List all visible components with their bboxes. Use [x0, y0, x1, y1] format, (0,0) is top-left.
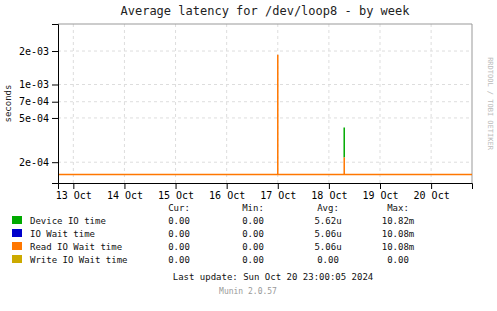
x-tick: 19 Oct [362, 183, 398, 201]
series-line [58, 55, 472, 175]
table-value: 10.08m [382, 229, 415, 239]
table-header: Cur: [168, 203, 190, 213]
table-header: Min: [242, 203, 264, 213]
x-tick-label: 19 Oct [362, 190, 398, 201]
table-header: Avg: [317, 203, 339, 213]
grid [58, 24, 472, 183]
y-tick-mark [52, 162, 58, 163]
x-tick: 14 Oct [107, 183, 143, 201]
table-value: 5.06u [314, 229, 341, 239]
grid-line-y [58, 117, 472, 118]
version-note: Munin 2.0.57 [219, 287, 277, 296]
title: Average latency for /dev/loop8 - by week [121, 4, 411, 18]
x-tick: 18 Oct [311, 183, 347, 201]
x-tick-label: 16 Oct [209, 190, 245, 201]
table-value: 0.00 [242, 229, 264, 239]
x-tick: 17 Oct [260, 183, 296, 201]
x-tick: 16 Oct [209, 183, 245, 201]
y-tick: 2e-04 [19, 157, 58, 168]
y-axis-title: seconds [3, 85, 13, 123]
table-value: 0.00 [387, 255, 409, 265]
y-axis: 2e-04 5e-04 7e-04 1e-03 2e-03 [19, 25, 59, 184]
x-tick: 15 Oct [158, 183, 194, 201]
y-tick-label: 5e-04 [19, 113, 49, 124]
table-value: 0.00 [317, 255, 339, 265]
x-tick-mark [380, 183, 381, 189]
grid-line-y [58, 162, 472, 163]
x-tick-label: 20 Oct [414, 190, 450, 201]
y-tick-label: 1e-03 [19, 79, 49, 90]
table-value: 0.00 [242, 216, 264, 226]
legend-swatch [12, 229, 22, 237]
grid-line-y [58, 84, 472, 85]
x-tick-mark [73, 183, 74, 189]
watermark: RRDTOOL / TOBI OETIKER [486, 57, 494, 151]
legend-label: Read IO Wait time [30, 242, 122, 252]
plot-frame [58, 24, 472, 183]
y-tick: 1e-03 [19, 79, 58, 90]
last-update: Last update: Sun Oct 20 23:00:05 2024 [173, 272, 373, 282]
y-tick: 2e-03 [19, 46, 58, 57]
grid-line-x [380, 24, 381, 183]
x-tick-label: 17 Oct [260, 190, 296, 201]
x-tick-mark [278, 183, 279, 189]
x-tick-label: 14 Oct [107, 190, 143, 201]
grid-line-x [226, 24, 227, 183]
x-tick-label: 13 Oct [56, 190, 92, 201]
grid-line-x [328, 24, 329, 183]
y-tick-label: 2e-03 [19, 46, 49, 57]
x-tick: 20 Oct [414, 183, 450, 201]
table-value: 0.00 [242, 255, 264, 265]
table-value: 0.00 [168, 216, 190, 226]
y-tick: 5e-04 [19, 113, 58, 124]
y-tick-mark [52, 102, 58, 103]
chart: Average latency for /dev/loop8 - by week… [0, 0, 497, 311]
grid-line-y [58, 101, 472, 102]
legend-swatch [12, 216, 22, 224]
legend-label: Write IO Wait time [30, 255, 128, 265]
x-tick-label: 15 Oct [158, 190, 194, 201]
x-tick-label: 18 Oct [311, 190, 347, 201]
x-tick-mark [431, 183, 432, 189]
series-group [58, 55, 472, 175]
x-axis-line [59, 184, 473, 190]
x-tick-mark [176, 183, 177, 189]
y-tick-label: 7e-04 [19, 96, 49, 107]
grid-line-x [124, 24, 125, 183]
table-value: 5.06u [314, 242, 341, 252]
legend: Cur: Min: Avg: Max: Device IO time 0.00 0.00 5.… [12, 203, 414, 265]
x-tick-mark [329, 183, 330, 189]
x-tick-mark [124, 183, 125, 189]
table-value: 0.00 [242, 242, 264, 252]
grid-line-x [431, 24, 432, 183]
table-value: 10.08m [382, 242, 415, 252]
table-value: 5.62u [314, 216, 341, 226]
y-tick-label: 2e-04 [19, 157, 49, 168]
y-tick-mark [52, 118, 58, 119]
table-value: 10.82m [382, 216, 415, 226]
legend-label: IO Wait time [30, 229, 95, 239]
legend-label: Device IO time [30, 216, 106, 226]
table-value: 0.00 [168, 229, 190, 239]
legend-swatch [12, 255, 22, 263]
table-value: 0.00 [168, 255, 190, 265]
table-header: Max: [387, 203, 409, 213]
grid-line-x [73, 24, 74, 183]
table-value: 0.00 [168, 242, 190, 252]
grid-line-y [58, 51, 472, 52]
y-tick: 7e-04 [19, 96, 58, 107]
y-axis-line [52, 25, 59, 184]
x-tick-mark [227, 183, 228, 189]
y-tick-mark [52, 84, 58, 85]
legend-swatch [12, 242, 22, 250]
x-axis: 13 Oct 14 Oct 15 Oct 16 Oct 17 Oct 18 Oct 19 O… [56, 183, 473, 201]
x-tick: 13 Oct [56, 183, 92, 201]
y-tick-mark [52, 51, 58, 52]
grid-line-x [175, 24, 176, 183]
series-line [343, 128, 345, 158]
